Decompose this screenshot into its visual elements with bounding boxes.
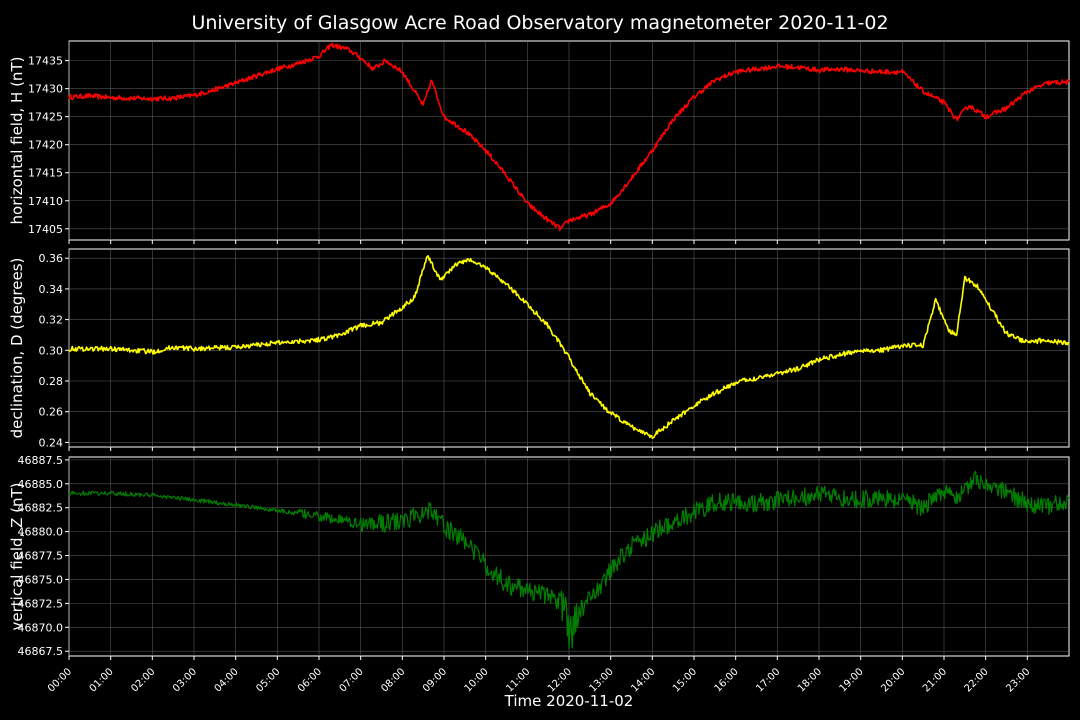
x-tick-label: 02:00 <box>129 666 157 694</box>
y-tick-label: 46885.0 <box>18 478 64 491</box>
y-tick-label: 0.26 <box>39 406 64 419</box>
x-tick-label: 15:00 <box>671 666 699 694</box>
x-tick-label: 01:00 <box>88 666 116 694</box>
h-field-line <box>68 42 1070 231</box>
x-tick-label: 05:00 <box>254 666 282 694</box>
x-tick-label: 21:00 <box>921 666 949 694</box>
y-tick-label: 17405 <box>28 223 63 236</box>
y-tick-label: 46870.0 <box>18 621 64 634</box>
y-tick-label: 17410 <box>28 195 63 208</box>
y-tick-label: 17435 <box>28 55 63 68</box>
x-tick-label: 08:00 <box>379 666 407 694</box>
chart-panels: 17405 17410 17415 17420 17425 17430 17435horiz… <box>8 40 1070 695</box>
x-tick-label: 11:00 <box>504 666 532 694</box>
y-tick-label: 46877.5 <box>18 550 64 563</box>
x-axis-label: Time 2020-11-02 <box>504 692 634 710</box>
h-panel: 17405 17410 17415 17420 17425 17430 17435horiz… <box>8 40 1070 244</box>
x-tick-label: 03:00 <box>171 666 199 694</box>
y-tick-label: 0.30 <box>39 344 64 357</box>
y-tick-label: 0.34 <box>39 283 64 296</box>
x-tick-label: 04:00 <box>213 666 241 694</box>
x-tick-label: 06:00 <box>296 666 324 694</box>
x-tick-label: 16:00 <box>713 666 741 694</box>
y-axis-label: vertical field, Z (nT) <box>8 482 26 630</box>
x-tick-label: 10:00 <box>463 666 491 694</box>
y-tick-label: 17420 <box>28 139 63 152</box>
y-tick-label: 46875.0 <box>18 573 64 586</box>
d-panel: 0.24 0.26 0.28 0.30 0.32 0.34 0.36 declination,… <box>8 248 1070 451</box>
x-tick-label: 12:00 <box>546 666 574 694</box>
y-tick-label: 46880.0 <box>18 526 64 539</box>
y-tick-label: 17425 <box>28 111 63 124</box>
x-tick-label: 00:00 <box>46 666 74 694</box>
y-tick-label: 17415 <box>28 167 63 180</box>
y-tick-label: 17430 <box>28 83 63 96</box>
chart-title: University of Glasgow Acre Road Observat… <box>191 12 888 34</box>
y-tick-label: 0.28 <box>39 375 64 388</box>
y-tick-label: 0.24 <box>39 436 64 449</box>
x-tick-label: 19:00 <box>838 666 866 694</box>
z-field-line <box>68 470 1070 650</box>
x-tick-label: 07:00 <box>338 666 366 694</box>
y-tick-label: 0.32 <box>39 314 64 327</box>
x-tick-label: 13:00 <box>588 666 616 694</box>
y-tick-label: 46872.5 <box>18 597 64 610</box>
y-axis-label: horizontal field, H (nT) <box>8 57 26 225</box>
x-tick-label: 17:00 <box>754 666 782 694</box>
declination-line <box>68 255 1070 439</box>
y-tick-label: 46867.5 <box>18 645 64 658</box>
x-tick-label: 09:00 <box>421 666 449 694</box>
x-tick-label: 20:00 <box>879 666 907 694</box>
x-tick-label: 23:00 <box>1004 666 1032 694</box>
y-tick-label: 46882.5 <box>18 502 64 515</box>
z-panel: 00:00 01:00 02:00 03:00 04:00 05:00 06:00 07:00… <box>8 454 1070 695</box>
y-tick-label: 46887.5 <box>18 454 64 467</box>
x-tick-label: 18:00 <box>796 666 824 694</box>
y-axis-label: declination, D (degrees) <box>8 258 26 439</box>
x-tick-label: 14:00 <box>629 666 657 694</box>
x-tick-label: 22:00 <box>963 666 991 694</box>
y-tick-label: 0.36 <box>39 252 64 265</box>
